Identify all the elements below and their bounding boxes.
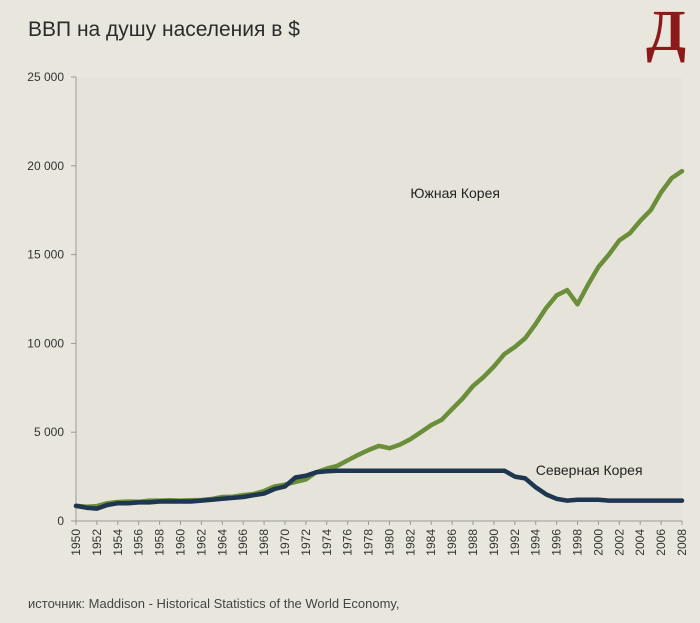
x-tick-label: 1964 — [215, 529, 229, 556]
x-tick-labels: 1950 1952 1954 1956 1958 1960 1962 1964 1966 1968… — [69, 529, 689, 556]
x-tick-label: 1990 — [487, 529, 501, 556]
x-tick-label: 2006 — [654, 529, 668, 556]
y-tick-label: 15 000 — [27, 248, 64, 262]
x-tick-label: 2004 — [633, 529, 647, 556]
x-tick-label: 1968 — [257, 529, 271, 556]
x-tick-label: 2002 — [612, 529, 626, 556]
y-tick-label: 5 000 — [34, 425, 64, 439]
x-tick-label: 1998 — [571, 529, 585, 556]
x-tick-label: 1996 — [550, 529, 564, 556]
series-labels: Южная Корея Северная Корея — [410, 185, 642, 478]
x-tick-label: 1974 — [320, 529, 334, 556]
plot-area — [76, 77, 682, 521]
x-tick-label: 2008 — [675, 529, 689, 556]
y-tick-label: 10 000 — [27, 336, 64, 350]
x-tick-label: 1966 — [236, 529, 250, 556]
y-tick-labels: 0 5 000 10 000 15 000 20 000 25 000 — [27, 70, 64, 528]
axes — [71, 76, 683, 525]
x-tick-label: 1976 — [341, 529, 355, 556]
x-tick-label: 1980 — [382, 529, 396, 556]
x-tick-label: 1972 — [299, 529, 313, 556]
y-tick-label: 20 000 — [27, 159, 64, 173]
series-lines — [73, 168, 685, 511]
x-tick-label: 1970 — [278, 529, 292, 556]
x-tick-label: 1984 — [424, 529, 438, 556]
source-note: источник: Maddison - Historical Statisti… — [28, 596, 400, 611]
x-tick-label: 1960 — [173, 529, 187, 556]
x-tick-label: 1988 — [466, 529, 480, 556]
y-tick-label: 25 000 — [27, 70, 64, 84]
series-label: Северная Корея — [536, 462, 643, 478]
series-label: Южная Корея — [410, 185, 500, 201]
x-tick-label: 1956 — [132, 529, 146, 556]
x-tick-label: 1986 — [445, 529, 459, 556]
series-line — [73, 468, 685, 511]
y-tick-label: 0 — [57, 514, 64, 528]
x-tick-label: 1958 — [153, 529, 167, 556]
x-tick-label: 1950 — [69, 529, 83, 556]
x-tick-label: 1994 — [529, 529, 543, 556]
chart-title: ВВП на душу населения в $ — [28, 18, 300, 41]
x-tick-label: 1954 — [111, 529, 125, 556]
x-tick-label: 1978 — [362, 529, 376, 556]
x-tick-label: 1962 — [194, 529, 208, 556]
x-tick-label: 2000 — [591, 529, 605, 556]
logo-letter: Д — [646, 0, 686, 63]
x-tick-label: 1992 — [508, 529, 522, 556]
x-tick-label: 1952 — [90, 529, 104, 556]
x-tick-label: 1982 — [403, 529, 417, 556]
